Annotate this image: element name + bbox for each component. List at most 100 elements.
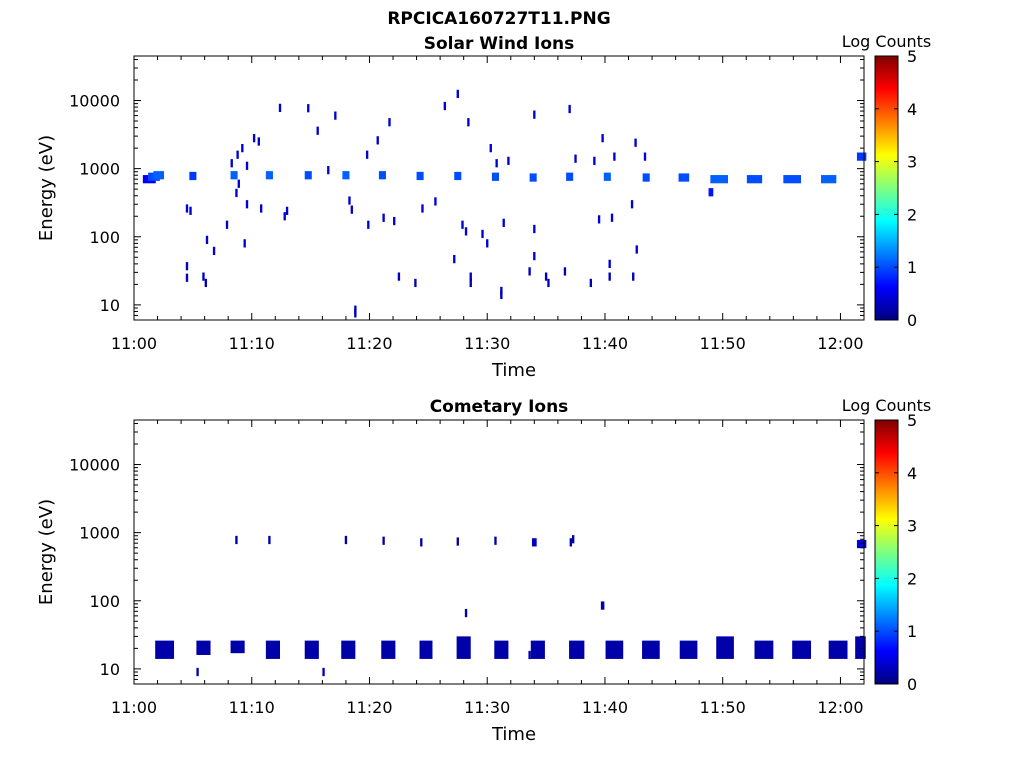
data-cell	[710, 175, 729, 184]
x-tick-label: 11:10	[229, 334, 275, 353]
x-tick-label: 11:50	[700, 334, 746, 353]
data-cell	[600, 601, 605, 610]
data-cell	[533, 224, 536, 234]
data-cell	[467, 118, 470, 127]
data-cell	[204, 278, 207, 288]
data-cells	[155, 535, 867, 677]
data-cell	[533, 251, 536, 261]
data-cell	[382, 213, 385, 222]
data-cell	[708, 188, 714, 197]
y-tick-label: 10000	[69, 92, 120, 111]
band-cell	[792, 640, 812, 659]
colorbar-label: Log Counts	[842, 32, 932, 51]
data-cell	[350, 205, 353, 214]
figure-title: RPCICA160727T11.PNG	[387, 9, 610, 29]
x-tick-label: 11:30	[464, 698, 510, 717]
data-cell	[563, 267, 567, 276]
data-cell	[461, 220, 464, 229]
x-tick-label: 11:00	[111, 334, 157, 353]
data-cell	[502, 218, 505, 227]
data-cell	[245, 161, 249, 170]
subplot-title: Solar Wind Ions	[424, 34, 575, 54]
y-tick-label: 1000	[79, 160, 120, 179]
colorbar-tick-label: 1	[907, 258, 917, 277]
band-cell	[265, 640, 280, 659]
colorbar-tick-label: 4	[907, 464, 917, 483]
data-cell	[382, 536, 385, 545]
colorbar-label: Log Counts	[842, 396, 932, 415]
y-tick-label: 100	[89, 228, 120, 247]
data-cell	[185, 204, 189, 213]
colorbar-tick-label: 4	[907, 100, 917, 119]
data-cell	[334, 111, 337, 120]
band-cell	[381, 640, 396, 659]
data-cell	[783, 175, 802, 184]
data-cell	[434, 197, 437, 206]
band-cell	[230, 640, 245, 654]
data-cell	[533, 110, 536, 119]
data-cell	[856, 539, 867, 549]
data-cell	[365, 150, 369, 159]
data-cell	[327, 166, 330, 175]
data-cell	[456, 89, 459, 99]
data-cell	[245, 200, 249, 209]
colorbar-tick-label: 5	[907, 47, 917, 66]
colorbar-tick-label: 1	[907, 622, 917, 641]
y-tick-label: 10	[100, 296, 120, 315]
band-cell	[419, 640, 433, 659]
data-cell	[856, 152, 867, 161]
data-cell	[469, 272, 472, 281]
data-cell	[420, 538, 423, 547]
x-tick-label: 11:20	[346, 334, 392, 353]
data-cell	[601, 134, 604, 143]
data-cell	[597, 215, 601, 224]
data-cell	[486, 239, 489, 248]
data-cell	[285, 206, 289, 215]
data-cell	[547, 278, 550, 288]
data-cell	[378, 171, 386, 180]
data-cell	[494, 536, 497, 545]
data-cell	[257, 137, 260, 146]
y-tick-label: 100	[89, 592, 120, 611]
data-cell	[746, 175, 763, 184]
data-cell	[610, 213, 614, 222]
x-tick-label: 12:00	[817, 334, 863, 353]
data-cell	[235, 535, 238, 545]
y-axis-label: Energy (eV)	[36, 499, 57, 605]
band-cell	[754, 640, 774, 659]
axes-frame	[133, 55, 865, 321]
data-cell	[185, 262, 189, 271]
data-cell	[421, 204, 424, 213]
colorbar-tick-label: 2	[907, 569, 917, 588]
data-cell	[367, 220, 370, 229]
axes-frame	[133, 419, 865, 685]
data-cell	[608, 272, 611, 281]
data-cell	[265, 171, 273, 180]
x-axis: 11:00 11:10 11:20 11:30 11:40 11:50 12:00	[111, 56, 865, 353]
band-cell	[304, 640, 319, 659]
data-cell	[230, 171, 238, 180]
data-cell	[316, 126, 319, 135]
data-cell	[489, 143, 492, 153]
data-cell	[185, 273, 189, 282]
colorbar-tick-label: 0	[907, 675, 917, 694]
y-tick-label: 10000	[69, 456, 120, 475]
data-cell	[643, 152, 647, 161]
data-cell	[464, 227, 468, 236]
data-cell	[454, 171, 462, 181]
data-cell	[678, 173, 690, 182]
band-cell	[341, 640, 356, 659]
data-cell	[635, 245, 638, 254]
data-cell	[507, 156, 510, 165]
x-tick-label: 11:40	[582, 334, 628, 353]
data-cell	[443, 101, 447, 111]
band-cell	[642, 640, 660, 659]
data-cell	[464, 608, 468, 618]
x-axis-label: Time	[491, 724, 536, 745]
data-cell	[528, 267, 531, 276]
data-cell	[283, 212, 286, 221]
data-cell	[202, 272, 205, 281]
x-tick-label: 11:40	[582, 698, 628, 717]
